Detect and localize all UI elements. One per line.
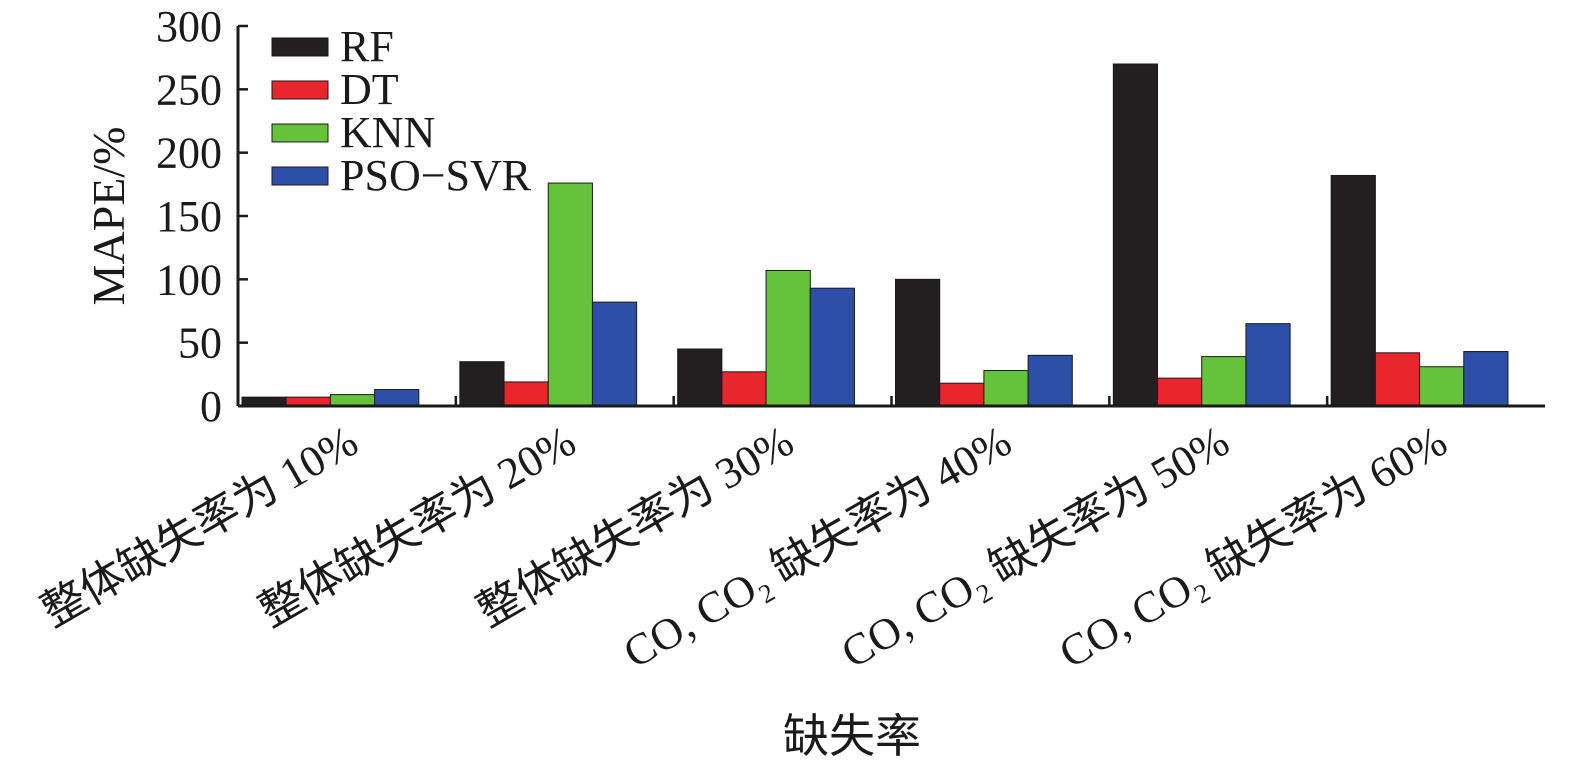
y-tick-label: 0	[200, 382, 222, 431]
bar-dt-5	[1157, 377, 1203, 407]
y-tick-label: 200	[156, 129, 222, 178]
legend-label-rf: RF	[340, 22, 394, 71]
bar-dt-3	[721, 371, 767, 407]
bar-rf-4	[895, 278, 941, 407]
y-tick-label: 50	[178, 319, 222, 368]
legend-label-pso-svr: PSO−SVR	[340, 151, 532, 200]
legend-swatch-knn	[271, 123, 329, 143]
bar-pso-svr-3	[809, 287, 855, 407]
y-tick-label: 150	[156, 192, 222, 241]
bar-pso-svr-2	[591, 301, 638, 407]
bar-rf-2	[459, 361, 505, 407]
bar-knn-5	[1201, 356, 1247, 407]
bar-knn-4	[983, 370, 1029, 407]
x-axis-title: 缺失率	[783, 711, 921, 762]
bar-rf-5	[1112, 63, 1159, 407]
bar-rf-3	[677, 348, 723, 407]
bar-pso-svr-6	[1463, 351, 1509, 407]
legend-swatch-rf	[271, 37, 329, 57]
legend-label-knn: KNN	[340, 108, 435, 157]
x-category-labels-group: 整体缺失率为 10%整体缺失率为 20%整体缺失率为 30%CO, CO₂ 缺失…	[33, 416, 1455, 678]
x-category-label: CO, CO₂ 缺失率为 40%	[615, 416, 1019, 678]
bar-pso-svr-5	[1245, 323, 1291, 407]
legend-swatch-pso-svr	[271, 166, 329, 186]
bar-rf-6	[1330, 174, 1376, 407]
y-ticks-group: 0 50 100 150 200 250 300	[156, 2, 248, 431]
bar-knn-3	[765, 269, 811, 407]
bar-dt-2	[503, 381, 549, 407]
y-axis-title: MAPE/%	[83, 127, 134, 306]
bar-knn-1	[329, 394, 376, 407]
bar-dt-6	[1374, 352, 1421, 407]
legend-label-dt: DT	[340, 65, 399, 114]
bar-pso-svr-4	[1027, 354, 1073, 407]
bar-dt-4	[939, 382, 985, 407]
bar-knn-2	[547, 182, 593, 407]
legend-swatch-dt	[271, 80, 329, 100]
y-tick-label: 100	[156, 255, 222, 304]
x-category-label: CO, CO₂ 缺失率为 50%	[833, 416, 1237, 678]
bar-pso-svr-1	[374, 389, 420, 407]
y-tick-label: 250	[156, 65, 222, 114]
y-tick-label: 300	[156, 2, 222, 51]
bar-knn-6	[1419, 366, 1465, 407]
x-category-label: CO, CO₂ 缺失率为 60%	[1051, 416, 1455, 678]
bars-group	[241, 63, 1509, 407]
